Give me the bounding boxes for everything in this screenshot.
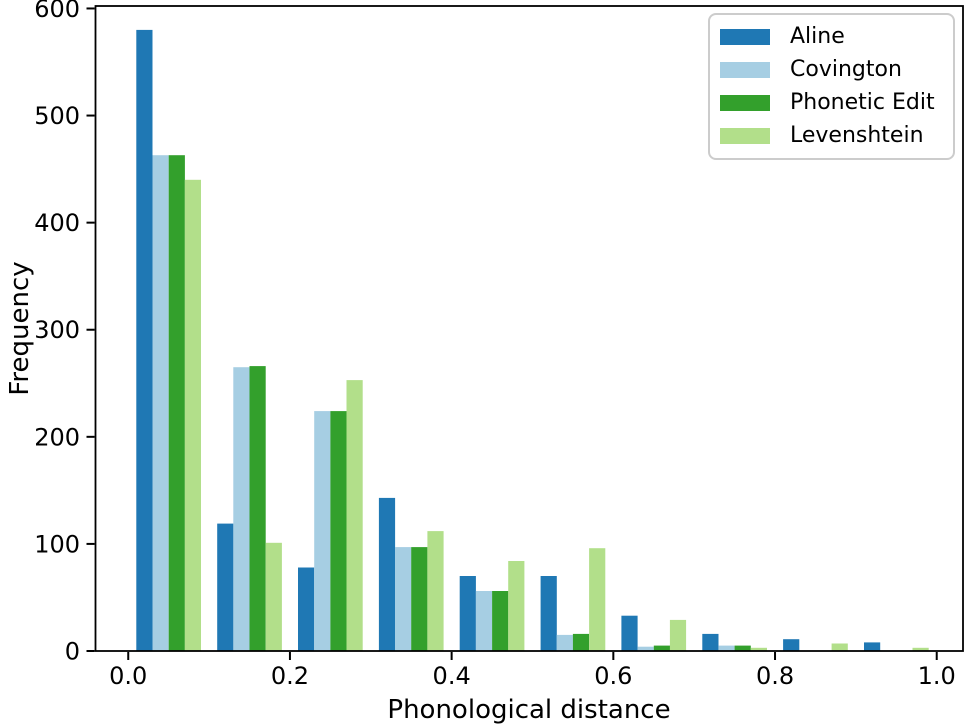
bar-phonetic-edit-bin-1 — [249, 366, 266, 651]
bar-aline-bin-2 — [298, 567, 315, 651]
legend-label: Phonetic Edit — [790, 90, 935, 116]
bar-aline-bin-4 — [459, 576, 476, 651]
y-axis-label: Frequency — [5, 261, 35, 395]
legend-label: Levenshtein — [790, 123, 924, 149]
bar-levenshtein-bin-0 — [184, 179, 201, 652]
bar-phonetic-edit-bin-2 — [330, 411, 347, 651]
bar-covington-bin-5 — [556, 634, 573, 651]
x-tick-label: 1.0 — [918, 662, 956, 690]
bar-phonetic-edit-bin-7 — [734, 645, 751, 651]
legend-swatch-phonetic-edit — [720, 95, 770, 112]
bar-aline-bin-6 — [621, 615, 638, 651]
bar-phonetic-edit-bin-5 — [572, 633, 590, 651]
bar-aline-bin-3 — [378, 497, 396, 651]
bar-levenshtein-bin-3 — [427, 531, 444, 651]
x-tick-label: 0.4 — [433, 662, 471, 690]
y-tick-label: 500 — [34, 102, 80, 130]
legend-item-aline: Aline — [710, 21, 953, 53]
bar-covington-bin-1 — [233, 367, 250, 651]
x-tick-label: 0.0 — [109, 662, 147, 690]
bar-aline-bin-5 — [540, 576, 557, 651]
bar-covington-bin-3 — [395, 547, 412, 651]
legend-label: Covington — [790, 56, 902, 82]
bar-levenshtein-bin-2 — [346, 380, 363, 651]
y-tick-label: 200 — [34, 423, 80, 451]
y-tick-label: 300 — [34, 316, 80, 344]
y-tick-label: 400 — [34, 209, 80, 237]
legend-swatch-covington — [720, 61, 770, 78]
bar-levenshtein-bin-9 — [912, 647, 929, 651]
bar-aline-bin-9 — [864, 642, 881, 651]
x-tick-label: 0.8 — [756, 662, 794, 690]
legend-label: Aline — [790, 23, 845, 49]
bar-covington-bin-7 — [718, 645, 735, 651]
bar-covington-bin-6 — [637, 646, 654, 651]
legend-swatch-aline — [720, 28, 770, 45]
legend-item-levenshtein: Levenshtein — [710, 120, 953, 152]
bar-levenshtein-bin-4 — [508, 561, 525, 651]
y-tick-label: 100 — [34, 530, 80, 558]
x-tick-label: 0.2 — [271, 662, 309, 690]
bar-levenshtein-bin-8 — [831, 643, 848, 651]
legend-swatch-levenshtein — [720, 128, 770, 145]
bar-phonetic-edit-bin-3 — [411, 547, 428, 651]
bar-covington-bin-2 — [314, 411, 331, 651]
bar-aline-bin-7 — [702, 633, 719, 651]
bar-covington-bin-4 — [475, 591, 493, 651]
legend-item-phonetic-edit: Phonetic Edit — [710, 87, 953, 119]
bar-phonetic-edit-bin-0 — [168, 155, 185, 651]
bar-aline-bin-8 — [783, 639, 800, 651]
bar-levenshtein-bin-7 — [750, 647, 767, 651]
bar-phonetic-edit-bin-4 — [492, 591, 509, 651]
bar-covington-bin-0 — [152, 155, 169, 651]
axes-layer: 0.0 0.2 0.4 0.6 0.8 1.0 0 100 200 300 400 500 600 — [34, 0, 964, 690]
bar-levenshtein-bin-5 — [589, 548, 606, 651]
x-axis-label: Phonological distance — [387, 695, 670, 725]
y-tick-label: 600 — [34, 0, 80, 23]
bar-aline-bin-1 — [217, 523, 234, 651]
bar-aline-bin-0 — [136, 29, 153, 651]
y-tick-label: 0 — [65, 638, 80, 666]
bar-phonetic-edit-bin-6 — [653, 645, 670, 651]
x-tick-label: 0.6 — [594, 662, 632, 690]
legend: Aline Covington Phonetic Edit Levenshtein — [708, 13, 955, 160]
legend-item-covington: Covington — [710, 54, 953, 86]
axes-frame — [94, 5, 964, 652]
bars-layer — [136, 29, 929, 652]
bar-levenshtein-bin-6 — [669, 619, 687, 651]
bar-levenshtein-bin-1 — [265, 542, 282, 651]
